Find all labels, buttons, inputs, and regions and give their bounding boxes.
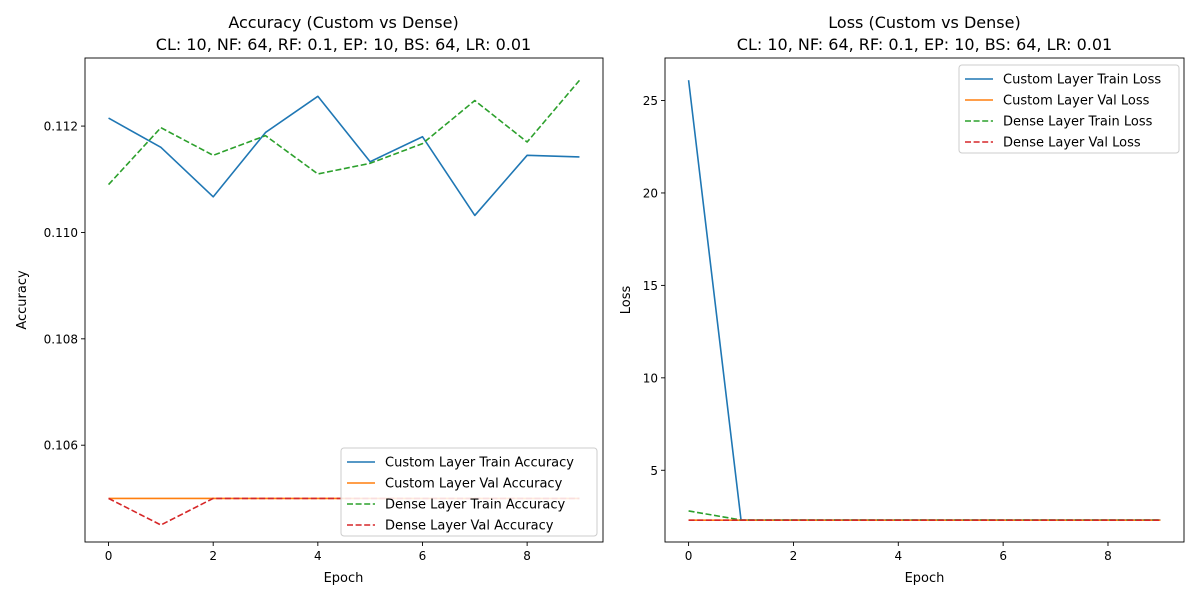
loss-x-tick-label: 6 [999,549,1007,563]
accuracy-series-line-0 [108,95,580,217]
accuracy-chart-subtitle: CL: 10, NF: 64, RF: 0.1, EP: 10, BS: 64,… [156,35,531,54]
accuracy-legend: Custom Layer Train Accuracy Custom Layer … [340,447,598,537]
loss-legend-box [958,64,1180,154]
loss-legend-label: Custom Layer Val Loss [1003,94,1150,109]
accuracy-x-tick-label: 6 [419,549,427,563]
loss-legend: Custom Layer Train Loss Custom Layer Val … [958,64,1180,154]
accuracy-y-tick-label: 0.112 [44,120,78,134]
loss-legend-label: Dense Layer Train Loss [1003,115,1153,130]
loss-legend-label: Custom Layer Train Loss [1003,73,1161,88]
accuracy-y-tick-label: 0.110 [44,226,78,240]
loss-x-tick-label: 8 [1104,549,1112,563]
loss-chart-subtitle: CL: 10, NF: 64, RF: 0.1, EP: 10, BS: 64,… [737,35,1112,54]
accuracy-x-tick-label: 8 [523,549,531,563]
loss-y-tick-label: 5 [650,464,658,478]
loss-y-tick-label: 15 [643,279,658,293]
accuracy-legend-label: Dense Layer Train Accuracy [385,498,566,513]
loss-x-tick-label: 2 [790,549,798,563]
accuracy-legend-label: Custom Layer Val Accuracy [385,477,563,492]
loss-x-tick-label: 0 [685,549,693,563]
accuracy-x-tick-label: 2 [209,549,217,563]
loss-axes-frame [664,57,1185,543]
accuracy-plot-area: 0 2 4 6 8 0.106 0.108 0.110 0.112 Custom Layer Tr… [44,57,604,563]
accuracy-x-tick-label: 4 [314,549,322,563]
accuracy-legend-label: Custom Layer Train Accuracy [385,456,574,471]
loss-legend-label: Dense Layer Val Loss [1003,136,1141,151]
accuracy-x-tick-label: 0 [105,549,113,563]
loss-y-axis-label: Loss [619,286,634,315]
accuracy-series-line-2 [107,79,581,186]
loss-chart-title: Loss (Custom vs Dense) [828,13,1020,32]
accuracy-x-axis-label: Epoch [324,571,364,586]
loss-y-tick-label: 20 [643,186,658,200]
accuracy-y-tick-label: 0.106 [44,439,78,453]
accuracy-y-tick-label: 0.108 [44,332,78,346]
loss-series-line-2 [688,510,1161,521]
loss-panel: Loss (Custom vs Dense) CL: 10, NF: 64, R… [619,13,1185,586]
accuracy-legend-box [340,447,598,537]
loss-x-tick-label: 4 [894,549,902,563]
loss-x-axis-label: Epoch [905,571,945,586]
accuracy-chart-title: Accuracy (Custom vs Dense) [228,13,458,32]
accuracy-axes-frame [84,57,604,543]
loss-y-tick-label: 10 [643,371,658,385]
loss-y-tick-label: 25 [643,94,658,108]
accuracy-legend-label: Dense Layer Val Accuracy [385,519,554,534]
accuracy-panel: Accuracy (Custom vs Dense) CL: 10, NF: 6… [15,13,604,586]
accuracy-y-axis-label: Accuracy [15,270,30,330]
